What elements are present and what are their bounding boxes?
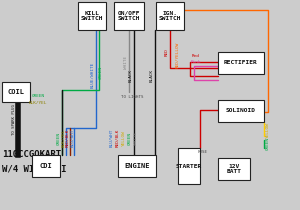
Text: COIL: COIL — [8, 89, 25, 95]
Text: GREEN: GREEN — [128, 131, 132, 144]
Text: YELLOW: YELLOW — [122, 130, 126, 146]
Bar — [156, 2, 184, 30]
Text: TO SPARK PLUG: TO SPARK PLUG — [12, 105, 16, 135]
Text: BLUE/WHITE: BLUE/WHITE — [91, 62, 95, 88]
Text: ENGINE: ENGINE — [124, 163, 150, 169]
Text: GREEN: GREEN — [266, 136, 270, 150]
Text: KILL
SWITCH: KILL SWITCH — [81, 10, 103, 21]
Text: WHITE: WHITE — [124, 55, 128, 68]
Text: RED/BLK: RED/BLK — [116, 129, 120, 147]
Bar — [218, 100, 264, 122]
Text: CDI: CDI — [40, 163, 52, 169]
Text: ON/OFF
SWITCH: ON/OFF SWITCH — [118, 10, 140, 21]
Bar — [2, 82, 30, 102]
Text: Red: Red — [192, 54, 200, 58]
Text: BLACK: BLACK — [129, 68, 133, 81]
Text: RECTIFIER: RECTIFIER — [224, 60, 258, 66]
Bar — [218, 158, 250, 180]
Bar — [114, 2, 144, 30]
Text: BLACK: BLACK — [150, 68, 154, 81]
Bar — [218, 52, 264, 74]
Bar — [118, 155, 156, 177]
Text: RED/BLK: RED/BLK — [66, 129, 70, 147]
Text: TO LIGHTS: TO LIGHTS — [121, 95, 143, 99]
Bar — [178, 148, 200, 184]
Text: BLU/WHT: BLU/WHT — [110, 129, 114, 147]
Bar — [78, 2, 106, 30]
Text: STARTER: STARTER — [176, 164, 202, 168]
Text: YELLOW: YELLOW — [266, 122, 270, 138]
Text: FUSE: FUSE — [198, 150, 208, 154]
Text: GREEN: GREEN — [99, 66, 103, 79]
Text: GREEN: GREEN — [57, 131, 61, 144]
Text: Pink: Pink — [191, 60, 201, 64]
Text: BLK/YEL: BLK/YEL — [29, 101, 47, 105]
Text: SOLINOID: SOLINOID — [226, 109, 256, 113]
Text: IGN.
SWITCH: IGN. SWITCH — [159, 10, 181, 21]
Text: BLK/YEL: BLK/YEL — [62, 129, 66, 147]
Text: BLU/WHT: BLU/WHT — [71, 129, 75, 147]
Text: 110CCGOKART: 110CCGOKART — [2, 150, 61, 159]
Bar — [32, 155, 60, 177]
Text: GREEN: GREEN — [32, 94, 45, 98]
Text: 12V
BATT: 12V BATT — [226, 164, 242, 174]
Text: RED: RED — [165, 48, 169, 56]
Text: W/4 WIRE CDI: W/4 WIRE CDI — [2, 164, 67, 173]
Text: RED/YELLOW: RED/YELLOW — [176, 42, 180, 68]
Text: WHITE: WHITE — [134, 131, 138, 144]
